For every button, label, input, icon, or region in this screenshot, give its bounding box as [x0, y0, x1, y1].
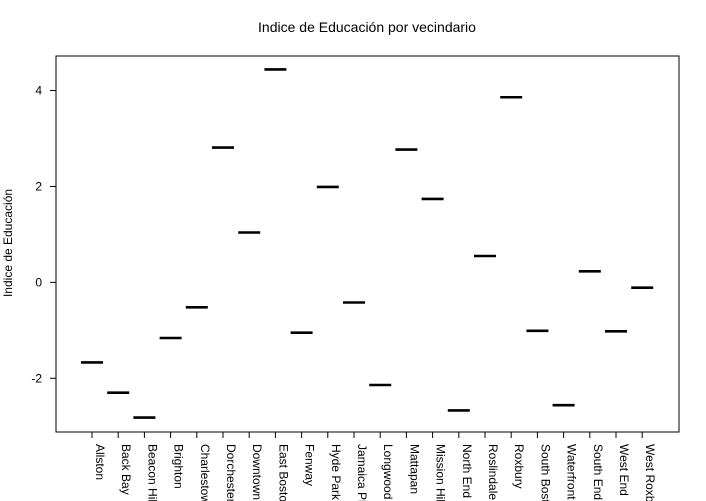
x-tick-label-north-end: North End	[460, 444, 474, 498]
x-tick-label-roslindale: Roslindale	[486, 444, 500, 500]
x-tick-label-beacon-hill: Beacon Hill	[145, 444, 159, 501]
y-tick-label: 0	[35, 275, 42, 289]
y-axis-label: Indice de Educación	[1, 189, 15, 297]
x-tick-label-waterfront: Waterfront	[565, 444, 579, 500]
x-tick-label-fenway: Fenway	[303, 444, 317, 486]
x-tick-label-back-bay: Back Bay	[119, 444, 133, 495]
x-tick-label-downtown: Downtown	[250, 444, 264, 500]
x-tick-label-longwood: Longwood	[381, 444, 395, 499]
y-axis: -2 0 2 4	[31, 84, 56, 385]
y-tick-label: 2	[35, 179, 42, 193]
x-tick-label-mission-hill: Mission Hill	[434, 444, 448, 501]
x-tick-label-hyde-park: Hyde Park	[329, 444, 343, 501]
y-tick-label: -2	[31, 371, 42, 385]
x-axis: Allston Back Bay Beacon Hill Brighton Charle…	[91, 432, 657, 501]
y-tick-label: 4	[35, 84, 42, 98]
x-tick-label-dorchester: Dorchester	[224, 444, 238, 501]
x-tick-label-brighton: Brighton	[172, 444, 186, 489]
x-tick-label-east-boston: East Boston	[276, 444, 290, 501]
x-tick-label-west-roxbury: West Roxbury	[643, 444, 657, 501]
x-tick-label-charlestown: Charlestown	[198, 444, 212, 501]
x-tick-label-south-end: South End	[591, 444, 605, 500]
data-marks	[81, 68, 654, 419]
chart-title: Indice de Educación por vecindario	[258, 19, 476, 35]
x-tick-label-mattapan: Mattapan	[407, 444, 421, 494]
x-tick-label-jamaica-plain: Jamaica Plain	[355, 444, 369, 501]
x-tick-label-south-boston: South Boston	[538, 444, 552, 501]
plot-frame	[55, 55, 680, 433]
x-tick-label-roxbury: Roxbury	[512, 444, 526, 489]
x-tick-label-west-end: West End	[617, 444, 631, 496]
x-tick-label-allston: Allston	[93, 444, 107, 480]
